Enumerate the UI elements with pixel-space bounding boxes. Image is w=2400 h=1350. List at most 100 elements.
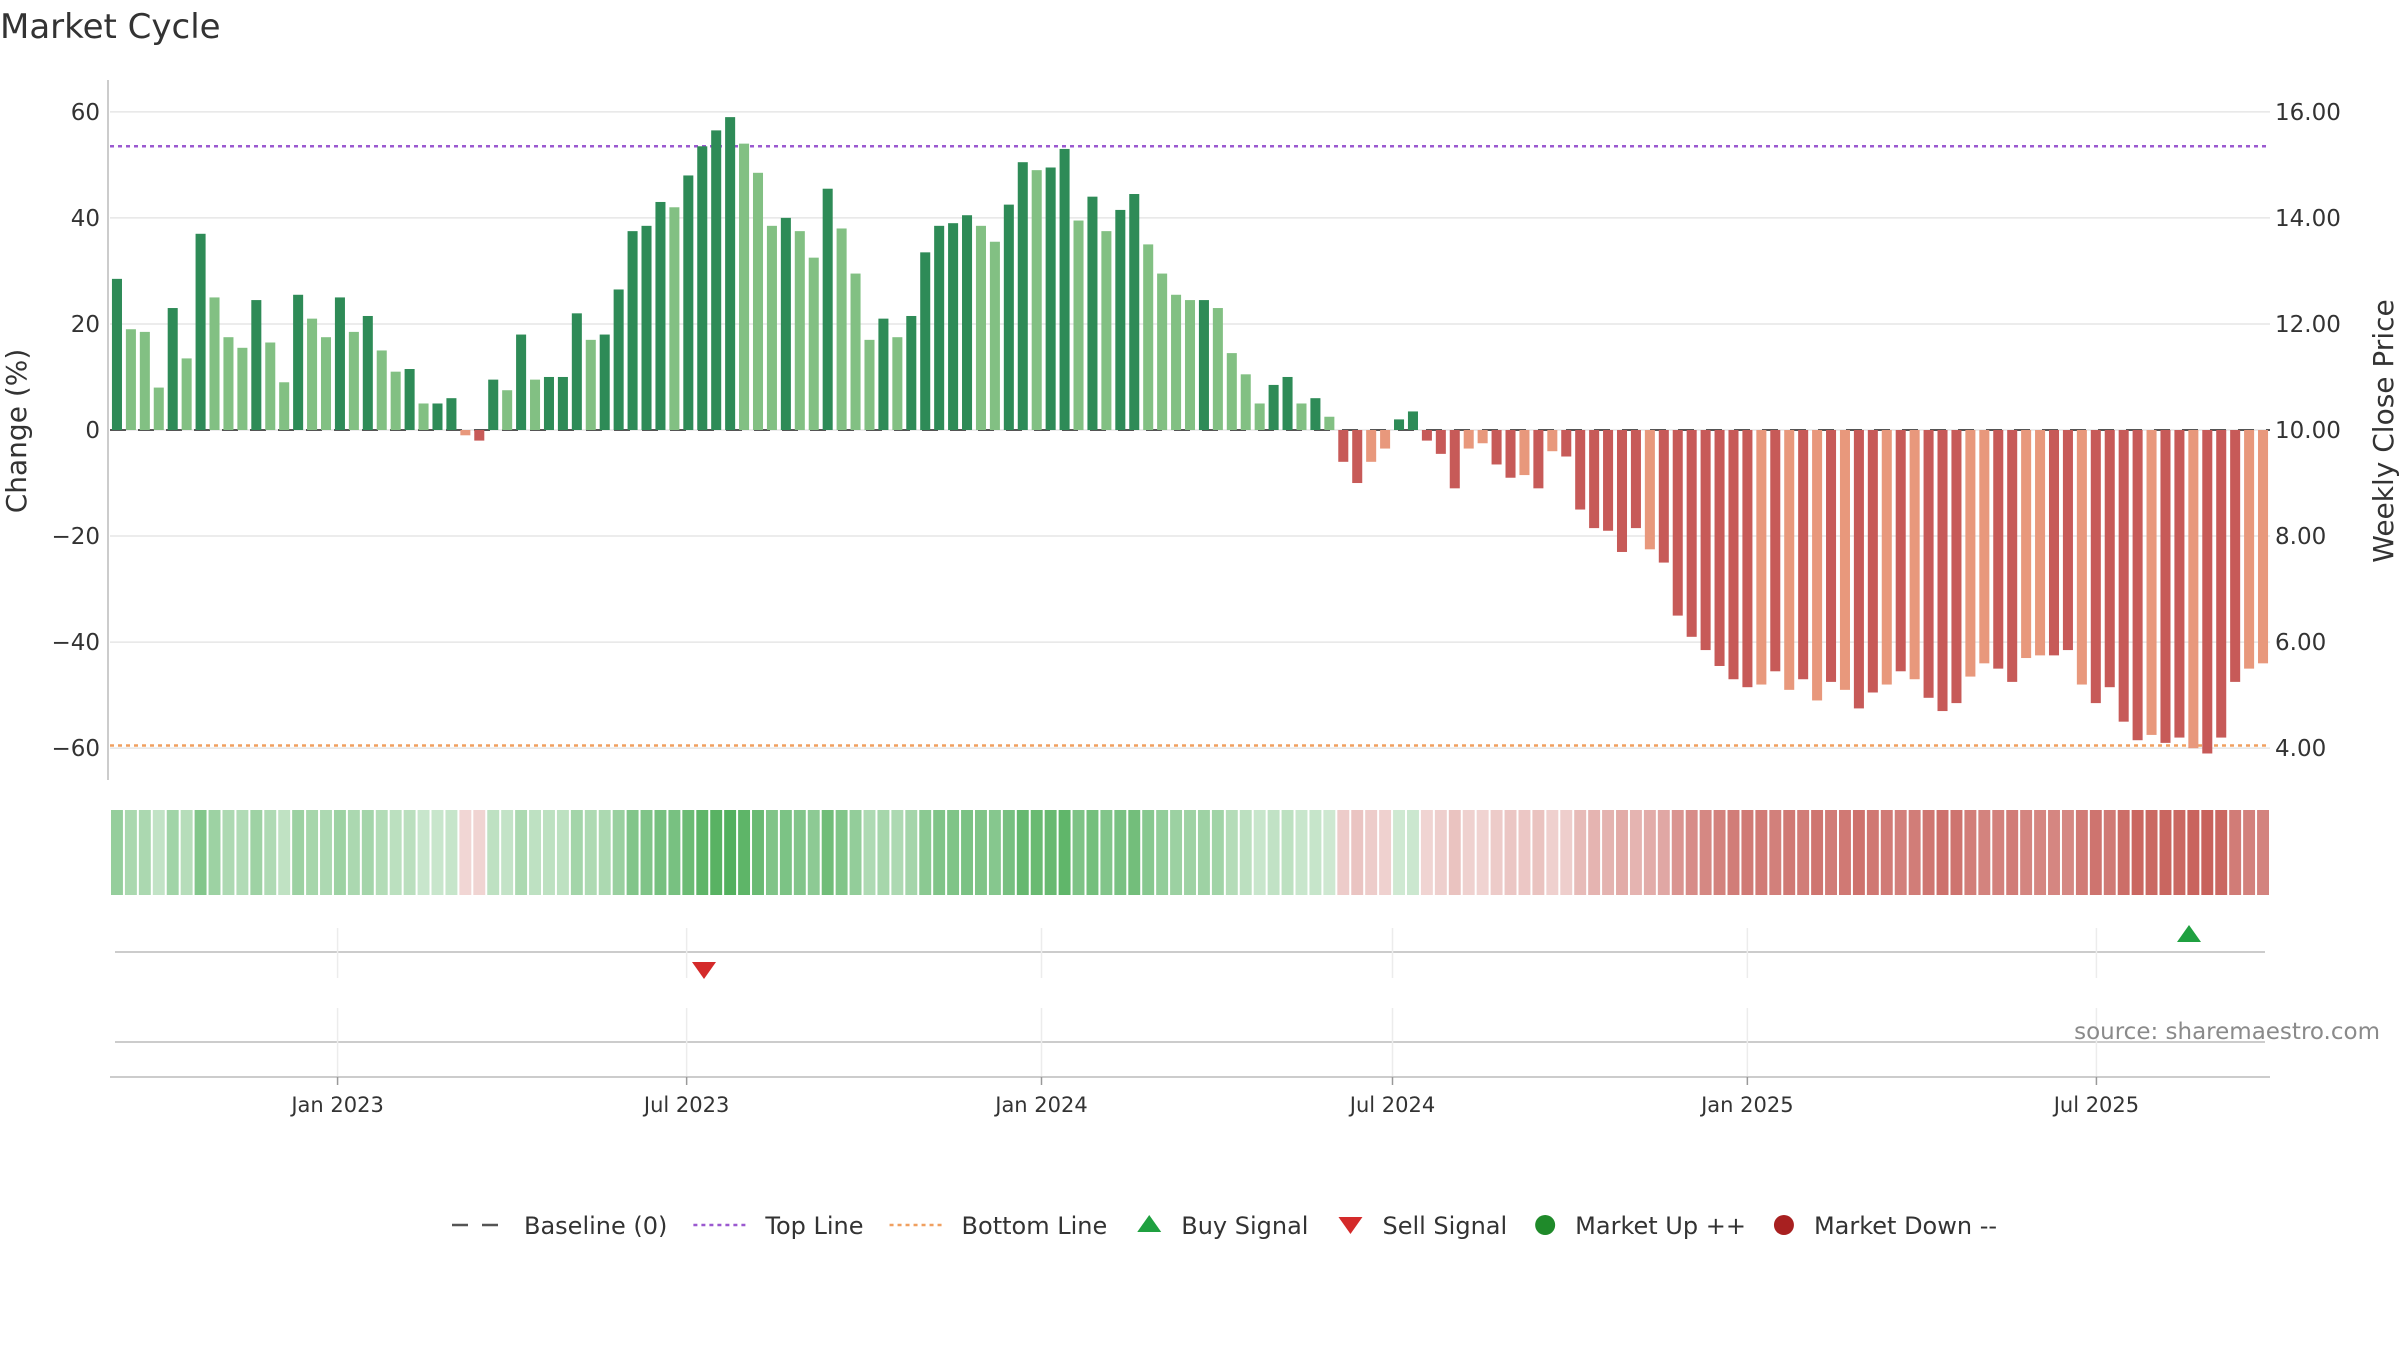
heat-cell: [1546, 810, 1559, 895]
heat-cell: [947, 810, 960, 895]
heat-cell: [459, 810, 472, 895]
heat-cell: [1323, 810, 1336, 895]
heat-cell: [292, 810, 305, 895]
heat-cell: [933, 810, 946, 895]
heat-cell: [1769, 810, 1782, 895]
heat-cell: [543, 810, 555, 895]
bar: [1366, 430, 1377, 462]
bar: [1031, 170, 1042, 430]
bar: [1212, 308, 1223, 430]
bar: [2132, 430, 2143, 741]
bar: [1895, 430, 1906, 672]
bar: [320, 337, 332, 430]
heat-cell: [1685, 810, 1698, 895]
bar: [613, 289, 624, 430]
bar: [1017, 162, 1028, 431]
heat-cell: [2145, 810, 2158, 895]
heat-cell: [1964, 810, 1977, 895]
bar: [1728, 430, 1739, 680]
heat-cell: [529, 810, 541, 895]
heat-cell: [1211, 810, 1224, 895]
bar: [669, 207, 680, 430]
heat-cell: [1142, 810, 1155, 895]
heat-cell: [2159, 810, 2172, 895]
bar: [432, 403, 443, 430]
heat-cell: [1253, 810, 1266, 895]
heat-cell: [1490, 810, 1503, 895]
heat-cell: [515, 810, 528, 895]
bar: [1519, 430, 1530, 476]
heat-cell: [1114, 810, 1127, 895]
heat-cell: [1156, 810, 1169, 895]
heat-cell: [2048, 810, 2060, 895]
bar: [167, 308, 178, 430]
heat-cell: [487, 810, 500, 895]
x-tick-label: Jul 2025: [2052, 1093, 2139, 1117]
bar: [794, 231, 805, 430]
sell-signal-marker: [692, 962, 716, 979]
bar: [530, 379, 541, 430]
bar: [697, 146, 708, 430]
heat-cell: [1783, 810, 1796, 895]
heat-cell: [1797, 810, 1810, 895]
bar: [279, 382, 290, 430]
heat-cell: [807, 810, 820, 895]
bar: [1240, 374, 1251, 430]
bar: [2021, 430, 2032, 659]
bar: [2202, 430, 2213, 754]
bar: [516, 334, 527, 430]
heat-cell: [668, 810, 681, 895]
heat-cell: [1894, 810, 1907, 895]
bar: [1589, 430, 1600, 529]
y2-tick-label: 8.00: [2275, 524, 2326, 550]
heat-cell: [278, 810, 291, 895]
signal-panel: [115, 925, 2265, 1077]
heat-cell: [1016, 810, 1029, 895]
bar: [2146, 430, 2157, 735]
bar: [1742, 430, 1753, 688]
bar: [1129, 194, 1140, 430]
bar: [585, 339, 596, 430]
bar: [1700, 430, 1711, 651]
bar: [1784, 430, 1795, 690]
bar: [181, 358, 192, 430]
bar: [1268, 384, 1279, 430]
legend-item: Market Down --: [1773, 1212, 1997, 1240]
bar: [404, 369, 415, 430]
bar: [1226, 353, 1237, 430]
heat-cell: [445, 810, 458, 895]
x-tick-label: Jan 2024: [993, 1093, 1088, 1117]
heat-cell: [1128, 810, 1141, 895]
heat-cell: [1239, 810, 1252, 895]
heat-cell: [1992, 810, 2005, 895]
bar: [376, 350, 387, 430]
bar: [195, 233, 206, 430]
bar: [2076, 430, 2087, 685]
heat-cell: [1072, 810, 1085, 895]
bar: [2035, 430, 2046, 656]
y2-tick-label: 14.00: [2275, 206, 2341, 232]
heat-cell: [1727, 810, 1740, 895]
legend-item: Top Line: [693, 1212, 864, 1240]
heat-cell: [1560, 810, 1573, 895]
bar: [2104, 430, 2115, 688]
bar: [655, 201, 666, 430]
legend-swatch: [1535, 1215, 1556, 1235]
heat-cell: [1462, 810, 1475, 895]
legend-swatch: [1338, 1217, 1363, 1234]
y-tick-label: −20: [51, 524, 100, 550]
bar: [1756, 430, 1767, 685]
heat-cell: [2215, 810, 2228, 895]
bar: [474, 430, 485, 441]
heat-cell: [710, 810, 723, 895]
bar: [1937, 430, 1948, 712]
heat-cell: [570, 810, 583, 895]
heat-cell: [1281, 810, 1294, 895]
bar: [739, 143, 750, 431]
bar: [1380, 430, 1391, 449]
bar: [934, 225, 945, 430]
bar: [153, 387, 164, 430]
bar: [223, 337, 234, 430]
heat-cell: [849, 810, 862, 895]
heat-cell: [152, 810, 165, 895]
